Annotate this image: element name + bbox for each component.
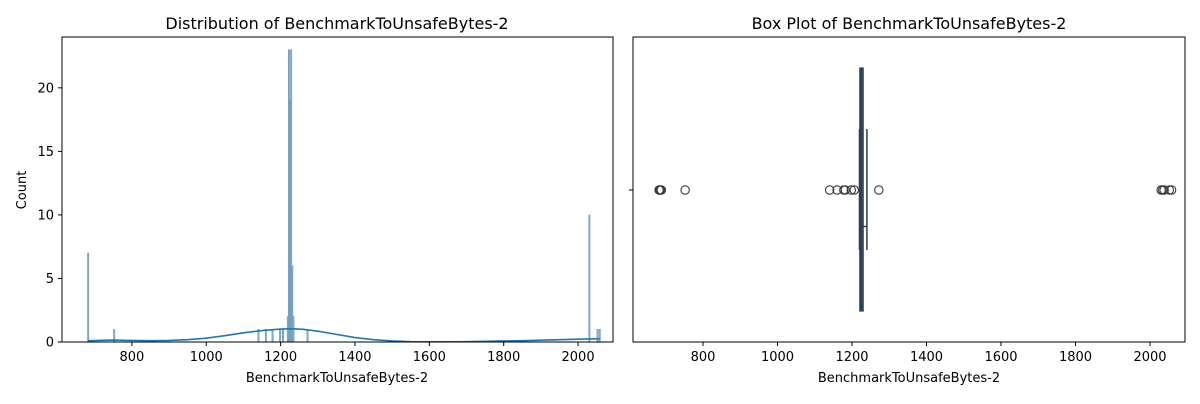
x-tick-label: 1800	[487, 350, 520, 365]
boxplot-title: Box Plot of BenchmarkToUnsafeBytes-2	[752, 14, 1067, 33]
x-tick-label: 1200	[835, 350, 868, 365]
histogram-bar	[271, 329, 274, 343]
y-tick-label: 10	[37, 208, 54, 223]
x-tick-label: 800	[119, 350, 144, 365]
boxplot-outlier	[874, 185, 884, 195]
boxplot-body	[858, 67, 868, 312]
boxplot-x-label: BenchmarkToUnsafeBytes-2	[818, 371, 1000, 386]
boxplot-outlier	[824, 185, 835, 195]
x-tick-label: 1000	[190, 350, 223, 365]
y-tick-label: 0	[46, 336, 54, 351]
kde-line	[88, 327, 600, 343]
boxplot-outlier	[680, 185, 690, 195]
histogram-frame	[61, 36, 614, 343]
histogram-bar	[87, 252, 90, 343]
histogram-bar	[264, 329, 267, 343]
histogram-bars	[87, 49, 601, 343]
histogram-panel: Distribution of BenchmarkToUnsafeBytes-2…	[15, 14, 614, 386]
x-tick-label: 800	[691, 350, 716, 365]
histogram-bar	[282, 329, 284, 343]
x-tick-label: 1400	[910, 350, 943, 365]
boxplot-panel: Box Plot of BenchmarkToUnsafeBytes-2 800…	[629, 14, 1186, 386]
boxplot-outliers	[654, 185, 1177, 195]
y-tick-label: 5	[46, 272, 54, 287]
histogram-x-ticks: 800 1000 1200 1400 1600 1800 2000	[119, 342, 595, 365]
boxplot-frame	[632, 36, 1186, 343]
histogram-bar	[596, 329, 599, 343]
x-tick-label: 2000	[1133, 350, 1166, 365]
boxplot-outlier	[1164, 185, 1175, 195]
boxplot-outlier	[1159, 185, 1169, 195]
x-tick-label: 2000	[562, 350, 595, 365]
histogram-bar	[279, 329, 281, 343]
x-tick-label: 1600	[984, 350, 1017, 365]
boxplot-outlier	[1166, 185, 1177, 195]
boxplot-outlier	[846, 185, 857, 195]
boxplot-outlier	[656, 185, 667, 195]
histogram-y-ticks: 0 5 10 15 20	[37, 81, 62, 351]
histogram-title: Distribution of BenchmarkToUnsafeBytes-2	[165, 14, 508, 33]
boxplot-x-ticks: 800 1000 1200 1400 1600 1800 2000	[691, 342, 1167, 365]
x-tick-label: 1600	[413, 350, 446, 365]
boxplot-outlier	[849, 185, 859, 195]
x-tick-label: 1400	[338, 350, 371, 365]
histogram-y-label: Count	[15, 171, 30, 210]
histogram-bar	[306, 329, 309, 343]
histogram-x-label: BenchmarkToUnsafeBytes-2	[246, 371, 428, 386]
y-tick-label: 20	[37, 81, 54, 96]
x-tick-label: 1000	[761, 350, 794, 365]
histogram-bar	[598, 329, 601, 343]
x-tick-label: 1800	[1059, 350, 1092, 365]
x-tick-label: 1200	[264, 350, 297, 365]
y-tick-label: 15	[37, 145, 54, 160]
histogram-bar	[588, 214, 591, 343]
